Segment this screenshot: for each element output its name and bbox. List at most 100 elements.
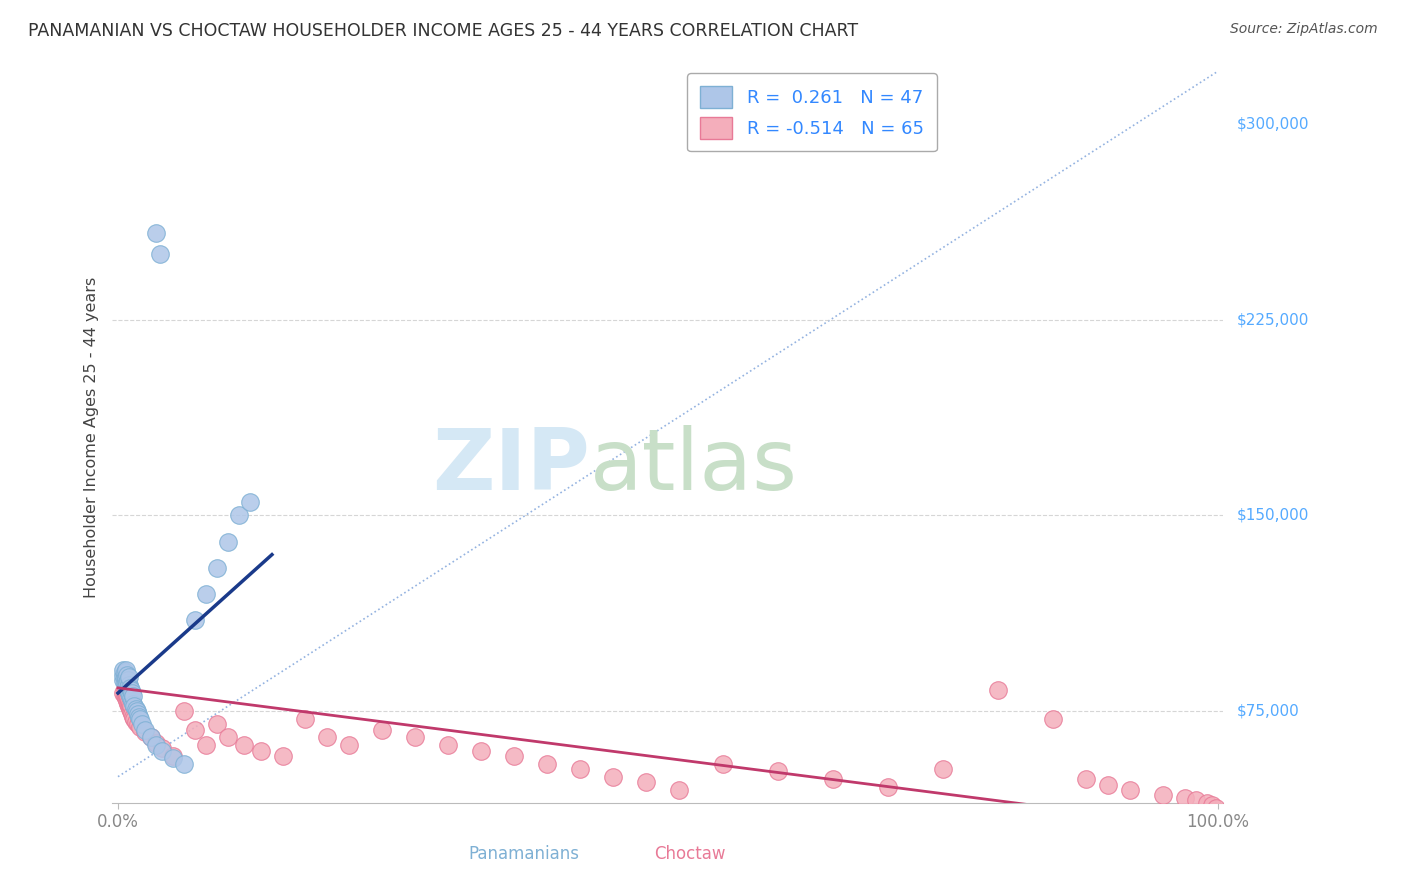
Point [122, 689, 145, 703]
Point [114, 670, 136, 684]
Point [233, 739, 256, 753]
Point [145, 227, 167, 241]
Point [115, 694, 138, 708]
Point [120, 689, 142, 703]
Point [120, 691, 142, 706]
Point [184, 613, 207, 627]
Point [294, 712, 316, 726]
Point [337, 739, 360, 753]
Point [118, 694, 141, 708]
Point [1097, 778, 1119, 792]
Point [1174, 790, 1197, 805]
Point [766, 764, 789, 779]
Point [118, 686, 141, 700]
Point [118, 678, 141, 692]
Point [120, 702, 142, 716]
Point [194, 739, 217, 753]
Point [568, 762, 591, 776]
Point [205, 560, 228, 574]
Point [120, 681, 142, 695]
Point [127, 717, 149, 731]
Point [121, 706, 143, 721]
Text: Panamanians: Panamanians [468, 845, 579, 863]
Point [250, 743, 273, 757]
Point [271, 748, 294, 763]
Point [134, 723, 156, 737]
Point [228, 508, 250, 523]
Point [120, 699, 142, 714]
Point [668, 782, 690, 797]
Point [502, 748, 524, 763]
Point [1184, 793, 1206, 807]
Point [115, 689, 138, 703]
Point [125, 705, 148, 719]
Point [127, 706, 149, 721]
Point [149, 247, 172, 261]
Point [205, 717, 228, 731]
Point [217, 731, 239, 745]
Point [121, 694, 143, 708]
Point [115, 675, 138, 690]
Point [145, 739, 167, 753]
Point [145, 736, 167, 750]
Point [118, 670, 141, 684]
Point [821, 772, 844, 787]
Point [184, 723, 207, 737]
Text: ZIP: ZIP [433, 425, 591, 508]
Point [114, 670, 136, 684]
Point [120, 683, 142, 698]
Point [1042, 712, 1064, 726]
Point [117, 683, 139, 698]
Point [117, 673, 139, 687]
Point [117, 691, 139, 706]
Text: $300,000: $300,000 [1237, 116, 1309, 131]
Point [876, 780, 898, 794]
Point [131, 717, 153, 731]
Point [139, 731, 162, 745]
Point [124, 702, 146, 716]
Point [1195, 796, 1218, 810]
Point [217, 534, 239, 549]
Text: atlas: atlas [591, 425, 799, 508]
Point [124, 712, 146, 726]
Point [404, 731, 426, 745]
Text: $75,000: $75,000 [1237, 704, 1301, 719]
Text: $225,000: $225,000 [1237, 312, 1309, 327]
Point [173, 705, 195, 719]
Point [117, 697, 139, 711]
Point [162, 748, 184, 763]
Point [437, 739, 460, 753]
Point [124, 714, 146, 729]
Point [112, 673, 135, 687]
Point [1201, 798, 1223, 813]
Text: $150,000: $150,000 [1237, 508, 1309, 523]
Point [634, 775, 657, 789]
Point [115, 681, 138, 695]
Point [162, 751, 184, 765]
Point [173, 756, 195, 771]
Point [1152, 788, 1174, 802]
Point [114, 681, 136, 695]
Text: Source: ZipAtlas.com: Source: ZipAtlas.com [1230, 22, 1378, 37]
Point [987, 683, 1010, 698]
Point [122, 697, 145, 711]
Point [150, 740, 173, 755]
Point [711, 756, 734, 771]
Point [932, 762, 955, 776]
Point [134, 725, 156, 739]
Point [371, 723, 394, 737]
Point [1074, 772, 1097, 787]
Point [194, 587, 217, 601]
Point [114, 689, 136, 703]
Text: PANAMANIAN VS CHOCTAW HOUSEHOLDER INCOME AGES 25 - 44 YEARS CORRELATION CHART: PANAMANIAN VS CHOCTAW HOUSEHOLDER INCOME… [28, 22, 858, 40]
Point [118, 699, 141, 714]
Point [602, 770, 624, 784]
Point [114, 675, 136, 690]
Point [114, 686, 136, 700]
Point [115, 683, 138, 698]
Point [129, 712, 152, 726]
Point [316, 731, 339, 745]
Point [112, 686, 135, 700]
Point [115, 667, 138, 681]
Point [112, 663, 135, 677]
